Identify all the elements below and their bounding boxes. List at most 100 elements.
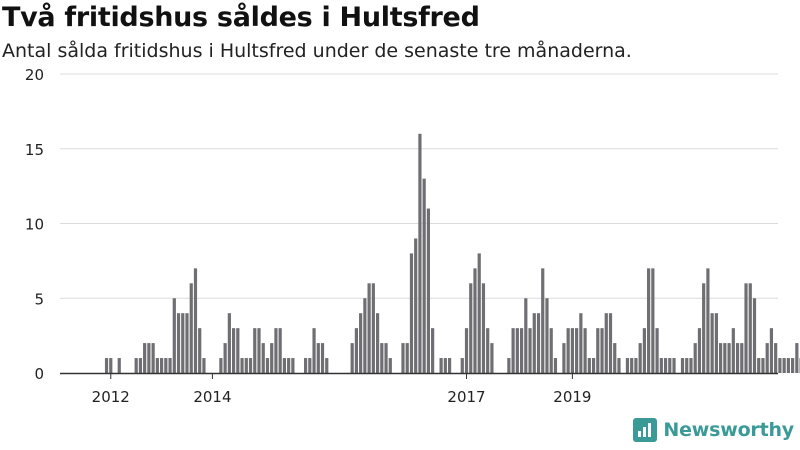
bar: [287, 358, 291, 373]
bar: [719, 343, 723, 373]
bar: [545, 298, 549, 373]
y-tick-label: 10: [25, 216, 44, 234]
bar: [164, 358, 168, 373]
chart-subtitle: Antal sålda fritidshus i Hultsfred under…: [2, 40, 632, 62]
bar: [138, 358, 143, 373]
bar: [528, 328, 532, 373]
bar: [748, 283, 752, 373]
bar: [710, 313, 714, 373]
bar: [282, 358, 287, 373]
bar: [371, 283, 375, 373]
bar: [354, 328, 359, 373]
bar: [685, 358, 689, 373]
bar: [541, 268, 545, 373]
bar: [596, 328, 600, 373]
bar: [740, 343, 744, 373]
x-tick-label: 2012: [92, 388, 130, 406]
bar: [490, 343, 494, 373]
bar: [591, 358, 596, 373]
bar: [439, 358, 443, 373]
bar: [236, 328, 240, 373]
bar: [380, 343, 384, 373]
bar: [473, 268, 477, 373]
bar: [443, 358, 447, 373]
bar: [265, 358, 270, 373]
bar: [706, 268, 710, 373]
bar: [134, 358, 138, 373]
bar: [312, 328, 316, 373]
bar: [316, 343, 320, 373]
bar: [689, 358, 693, 373]
x-tick-label: 2019: [553, 388, 591, 406]
bar: [117, 358, 121, 373]
bar: [532, 313, 536, 373]
bar: [761, 358, 765, 373]
bar: [553, 358, 558, 373]
bar: [143, 343, 147, 373]
bar: [223, 343, 227, 373]
bar: [320, 343, 325, 373]
bar: [426, 208, 430, 373]
bar: [587, 358, 591, 373]
bar: [481, 283, 486, 373]
newsworthy-logo[interactable]: Newsworthy: [633, 418, 794, 442]
chart-title: Två fritidshus såldes i Hultsfred: [2, 2, 480, 33]
bar: [752, 298, 757, 373]
bar: [765, 343, 769, 373]
bar: [727, 343, 731, 373]
bar: [791, 358, 795, 373]
bar: [363, 298, 367, 373]
bar: [477, 253, 481, 373]
bar: [769, 328, 774, 373]
bar: [782, 358, 786, 373]
bar: [562, 343, 566, 373]
bar: [702, 283, 706, 373]
bar: [414, 238, 418, 373]
bar: [744, 283, 748, 373]
bar: [185, 313, 189, 373]
bar: [638, 343, 642, 373]
bar: [634, 358, 638, 373]
bar: [697, 328, 702, 373]
bar: [617, 358, 621, 373]
bar: [647, 268, 651, 373]
bar: [202, 358, 206, 373]
bar: [460, 358, 464, 373]
bar: [486, 328, 490, 373]
bar: [757, 358, 761, 373]
bar: [778, 358, 782, 373]
bar: [575, 328, 579, 373]
bar: [422, 178, 426, 373]
bar: [549, 328, 553, 373]
bar: [519, 328, 524, 373]
bar: [774, 343, 778, 373]
bar: [613, 343, 617, 373]
bar: [608, 313, 613, 373]
bar: [278, 328, 282, 373]
bar: [507, 358, 511, 373]
bar: [655, 328, 659, 373]
bar: [536, 313, 541, 373]
bar: [257, 328, 261, 373]
bar: [388, 358, 392, 373]
bar: [189, 283, 193, 373]
x-tick-label: 2017: [447, 388, 485, 406]
bar: [261, 343, 265, 373]
bar: [384, 343, 388, 373]
bar: [240, 358, 244, 373]
bar: [786, 358, 790, 373]
bar: [176, 313, 181, 373]
bar: [511, 328, 515, 373]
bar: [731, 328, 735, 373]
bar: [231, 328, 236, 373]
newsworthy-logo-text: Newsworthy: [663, 419, 794, 441]
bar: [651, 268, 655, 373]
bar: [270, 343, 274, 373]
bar: [600, 328, 604, 373]
bar: [151, 343, 155, 373]
bar: [350, 343, 354, 373]
bar: [147, 343, 151, 373]
bar: [367, 283, 371, 373]
bar: [735, 343, 740, 373]
